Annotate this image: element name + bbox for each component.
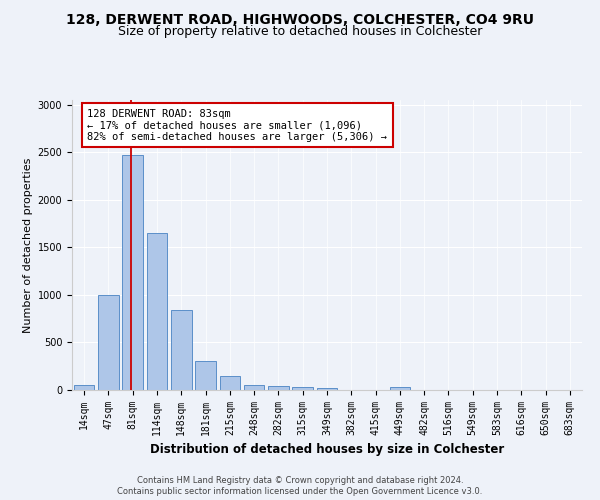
Text: Contains public sector information licensed under the Open Government Licence v3: Contains public sector information licen…	[118, 487, 482, 496]
Text: 128 DERWENT ROAD: 83sqm
← 17% of detached houses are smaller (1,096)
82% of semi: 128 DERWENT ROAD: 83sqm ← 17% of detache…	[88, 108, 388, 142]
Bar	[195, 362, 216, 390]
Bar	[171, 310, 191, 390]
Y-axis label: Number of detached properties: Number of detached properties	[23, 158, 34, 332]
Bar	[98, 295, 119, 390]
X-axis label: Distribution of detached houses by size in Colchester: Distribution of detached houses by size …	[150, 444, 504, 456]
Bar	[220, 376, 240, 390]
Bar	[268, 386, 289, 390]
Bar	[146, 233, 167, 390]
Bar	[292, 387, 313, 390]
Bar	[317, 388, 337, 390]
Bar	[74, 385, 94, 390]
Bar	[244, 385, 265, 390]
Text: Size of property relative to detached houses in Colchester: Size of property relative to detached ho…	[118, 25, 482, 38]
Text: Contains HM Land Registry data © Crown copyright and database right 2024.: Contains HM Land Registry data © Crown c…	[137, 476, 463, 485]
Text: 128, DERWENT ROAD, HIGHWOODS, COLCHESTER, CO4 9RU: 128, DERWENT ROAD, HIGHWOODS, COLCHESTER…	[66, 12, 534, 26]
Bar	[389, 387, 410, 390]
Bar	[122, 155, 143, 390]
